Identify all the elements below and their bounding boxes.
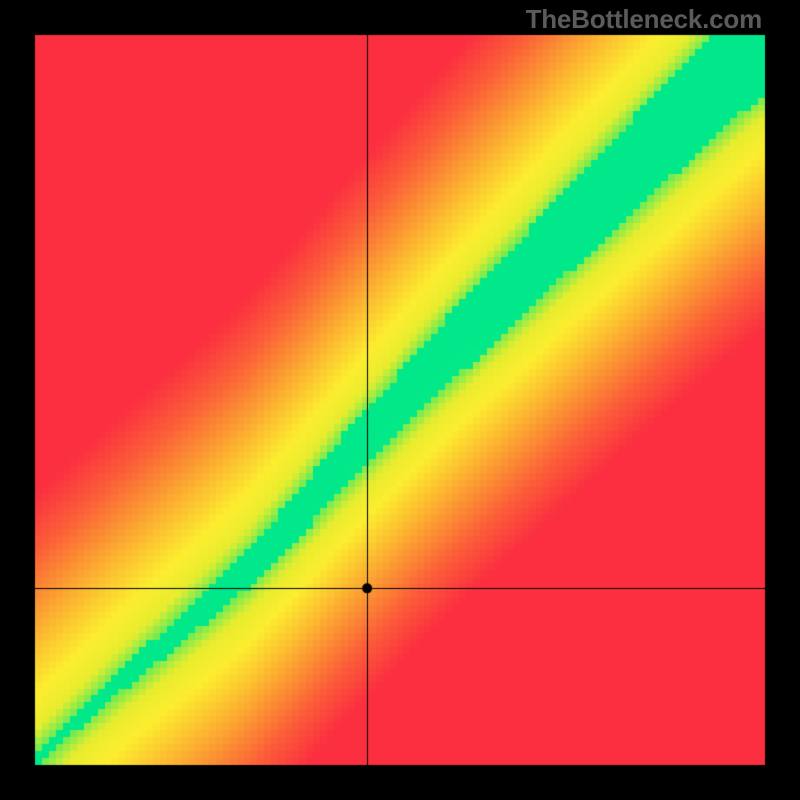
bottleneck-heatmap <box>0 0 800 800</box>
chart-container: TheBottleneck.com <box>0 0 800 800</box>
watermark-text: TheBottleneck.com <box>526 4 762 35</box>
